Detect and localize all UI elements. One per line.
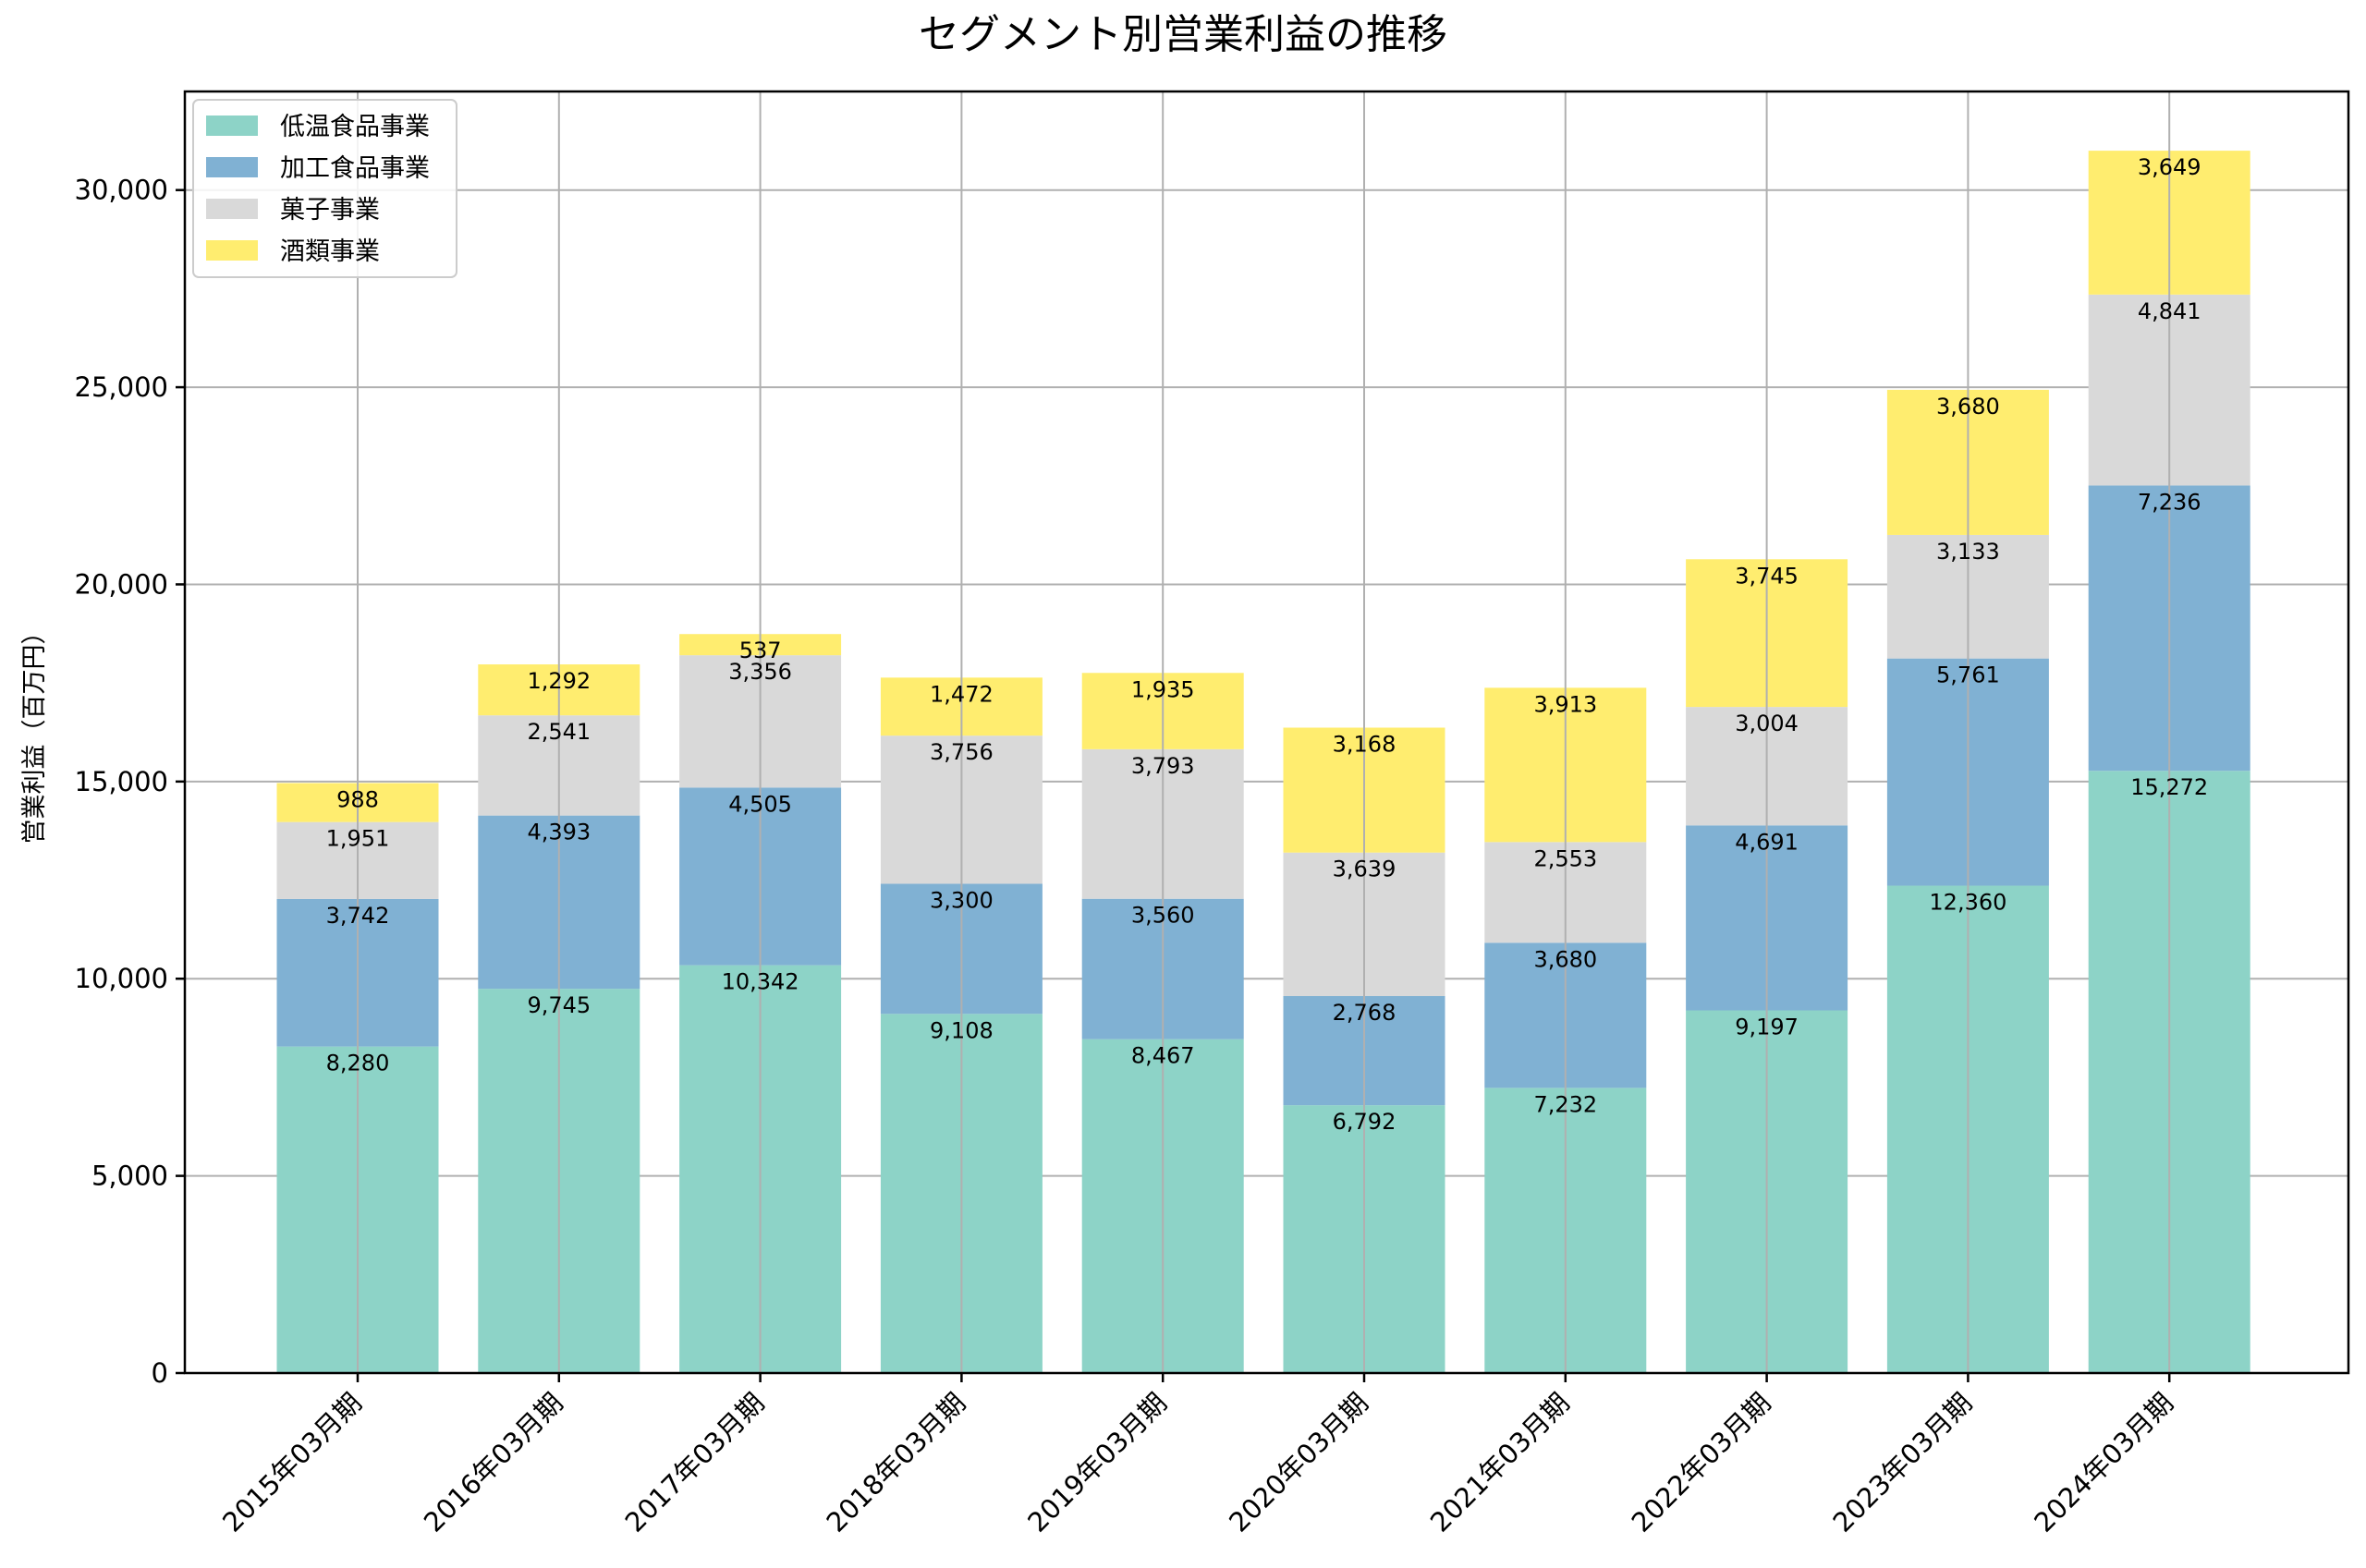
data-label: 7,236	[2138, 489, 2201, 515]
x-tick-label: 2024年03月期	[2028, 1387, 2179, 1538]
data-label: 3,639	[1333, 857, 1396, 882]
data-label: 1,935	[1131, 676, 1195, 702]
x-tick-label: 2023年03月期	[1826, 1387, 1978, 1538]
data-label: 3,742	[326, 903, 390, 929]
x-tick-label: 2015年03月期	[216, 1387, 368, 1538]
vertical-grid	[357, 91, 2171, 1373]
plot-frame	[183, 90, 2350, 1375]
data-label: 3,745	[1735, 563, 1799, 589]
y-tick-label: 25,000	[75, 371, 168, 403]
y-axis-label: 営業利益（百万円）	[20, 620, 49, 845]
data-label: 2,541	[527, 719, 591, 745]
data-label: 3,356	[728, 659, 792, 685]
data-label: 1,292	[527, 668, 591, 694]
x-tick-label: 2018年03月期	[820, 1387, 971, 1538]
y-tick-label: 5,000	[91, 1161, 168, 1192]
legend-swatch	[206, 157, 258, 177]
data-label: 4,691	[1735, 829, 1799, 855]
legend-label: 酒類事業	[280, 237, 380, 266]
y-tick-label: 20,000	[75, 568, 168, 600]
data-label: 3,680	[1936, 394, 2000, 419]
data-label: 3,168	[1333, 732, 1396, 758]
x-tick-label: 2022年03月期	[1626, 1387, 1777, 1538]
data-label: 1,951	[326, 826, 390, 852]
data-label: 2,553	[1533, 845, 1597, 871]
x-tick-label: 2021年03月期	[1424, 1387, 1576, 1538]
data-label: 9,197	[1735, 1015, 1799, 1040]
data-label: 537	[739, 638, 782, 663]
legend-label: 低温食品事業	[280, 113, 430, 141]
value-labels: 8,280 3,742 1,951 988 9,745 4,393 2,541 1,292 10…	[326, 154, 2209, 1135]
data-label: 2,768	[1333, 1000, 1396, 1026]
y-tick-label: 0	[152, 1357, 168, 1389]
chart-title: セグメント別営業利益の推移	[919, 11, 1447, 58]
data-label: 9,745	[527, 992, 591, 1018]
data-label: 6,792	[1333, 1109, 1396, 1135]
legend-swatch	[206, 240, 258, 261]
x-axis: 2015年03月期 2016年03月期 2017年03月期 2018年03月期 2019…	[216, 1373, 2179, 1538]
data-label: 3,913	[1533, 691, 1597, 717]
data-label: 8,280	[326, 1051, 390, 1076]
y-axis: 0 5,000 10,000 15,000 20,000 25,000 30,000	[75, 175, 185, 1389]
legend-swatch	[206, 199, 258, 219]
data-label: 3,680	[1533, 946, 1597, 972]
legend-label: 菓子事業	[280, 196, 380, 225]
data-label: 3,004	[1735, 711, 1799, 736]
data-label: 9,108	[930, 1017, 994, 1043]
bars	[276, 151, 2250, 1373]
data-label: 3,300	[930, 887, 994, 913]
data-label: 4,393	[527, 820, 591, 845]
y-tick-label: 30,000	[75, 175, 168, 206]
x-tick-label: 2019年03月期	[1021, 1387, 1173, 1538]
data-label: 988	[336, 787, 379, 813]
y-tick-label: 10,000	[75, 963, 168, 994]
data-label: 15,272	[2130, 774, 2208, 800]
data-label: 1,472	[930, 681, 994, 707]
data-label: 7,232	[1533, 1091, 1597, 1117]
y-tick-label: 15,000	[75, 766, 168, 797]
data-label: 12,360	[1929, 890, 2006, 916]
legend-box	[192, 99, 457, 278]
data-label: 4,841	[2138, 298, 2201, 324]
data-label: 3,793	[1131, 753, 1195, 779]
x-tick-label: 2017年03月期	[619, 1387, 771, 1538]
x-tick-label: 2016年03月期	[418, 1387, 569, 1538]
x-tick-label: 2020年03月期	[1223, 1387, 1374, 1538]
legend-swatch	[206, 115, 258, 136]
data-label: 8,467	[1131, 1043, 1195, 1069]
data-label: 4,505	[728, 791, 792, 817]
data-label: 3,133	[1936, 539, 2000, 565]
data-label: 3,756	[930, 739, 994, 765]
data-label: 3,649	[2138, 154, 2201, 180]
data-label: 5,761	[1936, 662, 2000, 688]
data-label: 10,342	[722, 969, 799, 995]
legend-label: 加工食品事業	[280, 154, 430, 183]
data-label: 3,560	[1131, 903, 1195, 929]
